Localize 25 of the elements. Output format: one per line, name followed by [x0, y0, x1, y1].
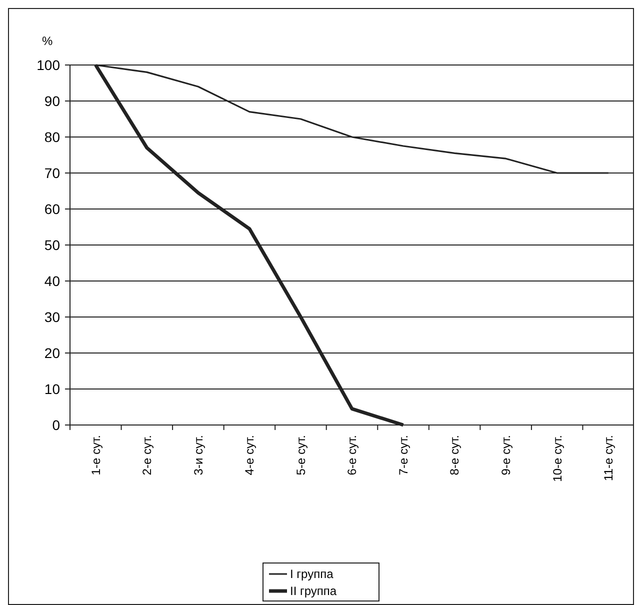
- y-tick-label: 50: [44, 236, 60, 253]
- x-tick-label: 2-е сут.: [140, 435, 154, 476]
- y-tick-label: 40: [44, 272, 60, 289]
- x-tick-label: 4-е сут.: [242, 435, 257, 476]
- y-axis-title: %: [42, 34, 53, 48]
- x-tick-label: 7-е сут.: [396, 435, 410, 476]
- y-tick-label: 20: [44, 344, 60, 361]
- x-tick-label: 5-е сут.: [294, 435, 308, 476]
- x-tick-label: 1-е сут.: [88, 435, 103, 476]
- x-tick-label: 10-е сут.: [550, 435, 564, 482]
- y-tick-label: 10: [44, 380, 60, 397]
- x-tick-label: 6-е сут.: [345, 435, 360, 476]
- y-tick-label: 0: [52, 416, 60, 433]
- y-tick-label: 70: [44, 164, 60, 181]
- y-tick-label: 100: [36, 56, 60, 73]
- x-tick-label: 3-и сут.: [191, 435, 206, 476]
- x-tick-label: 8-е сут.: [448, 435, 462, 476]
- x-tick-label: 11-е сут.: [602, 435, 616, 481]
- legend-label: II группа: [290, 584, 337, 598]
- legend-label: I группа: [290, 567, 334, 582]
- y-tick-label: 60: [44, 200, 60, 217]
- y-tick-label: 80: [44, 128, 60, 145]
- x-tick-label: 9-е сут.: [499, 435, 514, 476]
- y-tick-label: 30: [44, 308, 60, 325]
- y-tick-label: 90: [44, 92, 60, 109]
